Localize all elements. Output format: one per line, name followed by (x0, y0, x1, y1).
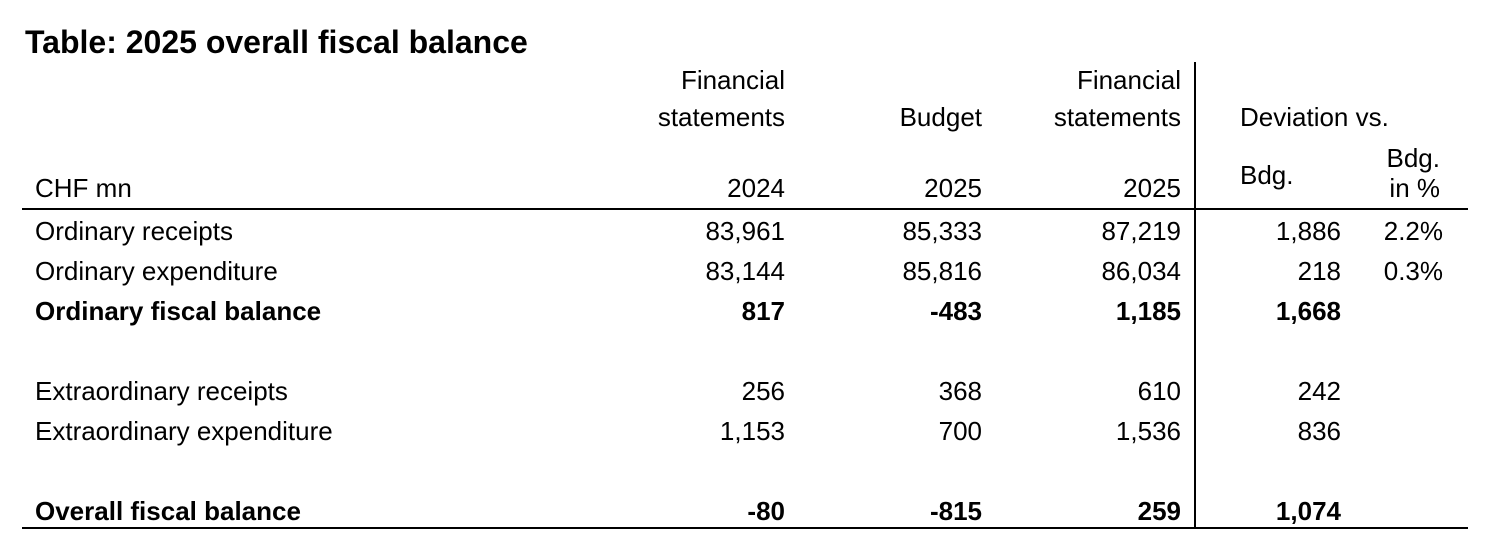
cell-value: 817 (741, 296, 785, 326)
cell-value: 1,536 (1115, 416, 1181, 446)
cell-value: 1,185 (1115, 296, 1181, 326)
cell-value: 218 (1297, 256, 1341, 286)
cell-value: -80 (747, 496, 785, 526)
deviation-pct-header: Bdg. (1386, 143, 1441, 173)
row-label: Extraordinary receipts (35, 376, 288, 406)
unit-label: CHF mn (35, 173, 132, 203)
cell-value: 85,333 (902, 216, 982, 246)
cell-value: -483 (929, 296, 982, 326)
cell-value: 2.2% (1383, 216, 1443, 246)
cell-value: 83,961 (705, 216, 785, 246)
cell-value: 1,886 (1275, 216, 1341, 246)
column-year: 2024 (727, 173, 785, 203)
cell-value: 368 (938, 376, 982, 406)
column-year: 2025 (924, 173, 982, 203)
cell-value: 86,034 (1101, 256, 1181, 286)
cell-value: 610 (1137, 376, 1181, 406)
cell-value: 1,668 (1275, 296, 1341, 326)
column-header: statements (657, 102, 785, 132)
bottom-rule (22, 527, 1468, 529)
cell-value: 0.3% (1383, 256, 1443, 286)
column-separator (1194, 62, 1196, 528)
cell-value: -815 (929, 496, 982, 526)
cell-value: 83,144 (705, 256, 785, 286)
deviation-header: Deviation vs. (1240, 102, 1389, 132)
column-header: statements (1053, 102, 1181, 132)
row-label: Ordinary receipts (35, 216, 233, 246)
cell-value: 87,219 (1101, 216, 1181, 246)
column-header: Financial (680, 65, 785, 95)
row-label: Ordinary expenditure (35, 256, 278, 286)
row-label: Extraordinary expenditure (35, 416, 333, 446)
cell-value: 1,074 (1275, 496, 1341, 526)
cell-value: 836 (1297, 416, 1341, 446)
row-label: Ordinary fiscal balance (35, 296, 322, 326)
column-header: Budget (899, 102, 982, 132)
column-year: 2025 (1123, 173, 1181, 203)
table-title: Table: 2025 overall fiscal balance (25, 24, 528, 60)
cell-value: 700 (938, 416, 982, 446)
deviation-abs-header: Bdg. (1240, 160, 1294, 190)
column-header: Financial (1076, 65, 1181, 95)
cell-value: 1,153 (719, 416, 785, 446)
cell-value: 256 (741, 376, 785, 406)
cell-value: 259 (1137, 496, 1181, 526)
row-label: Overall fiscal balance (35, 496, 301, 526)
cell-value: 242 (1297, 376, 1341, 406)
deviation-pct-header: in % (1389, 173, 1440, 203)
header-rule (22, 208, 1468, 210)
cell-value: 85,816 (902, 256, 982, 286)
